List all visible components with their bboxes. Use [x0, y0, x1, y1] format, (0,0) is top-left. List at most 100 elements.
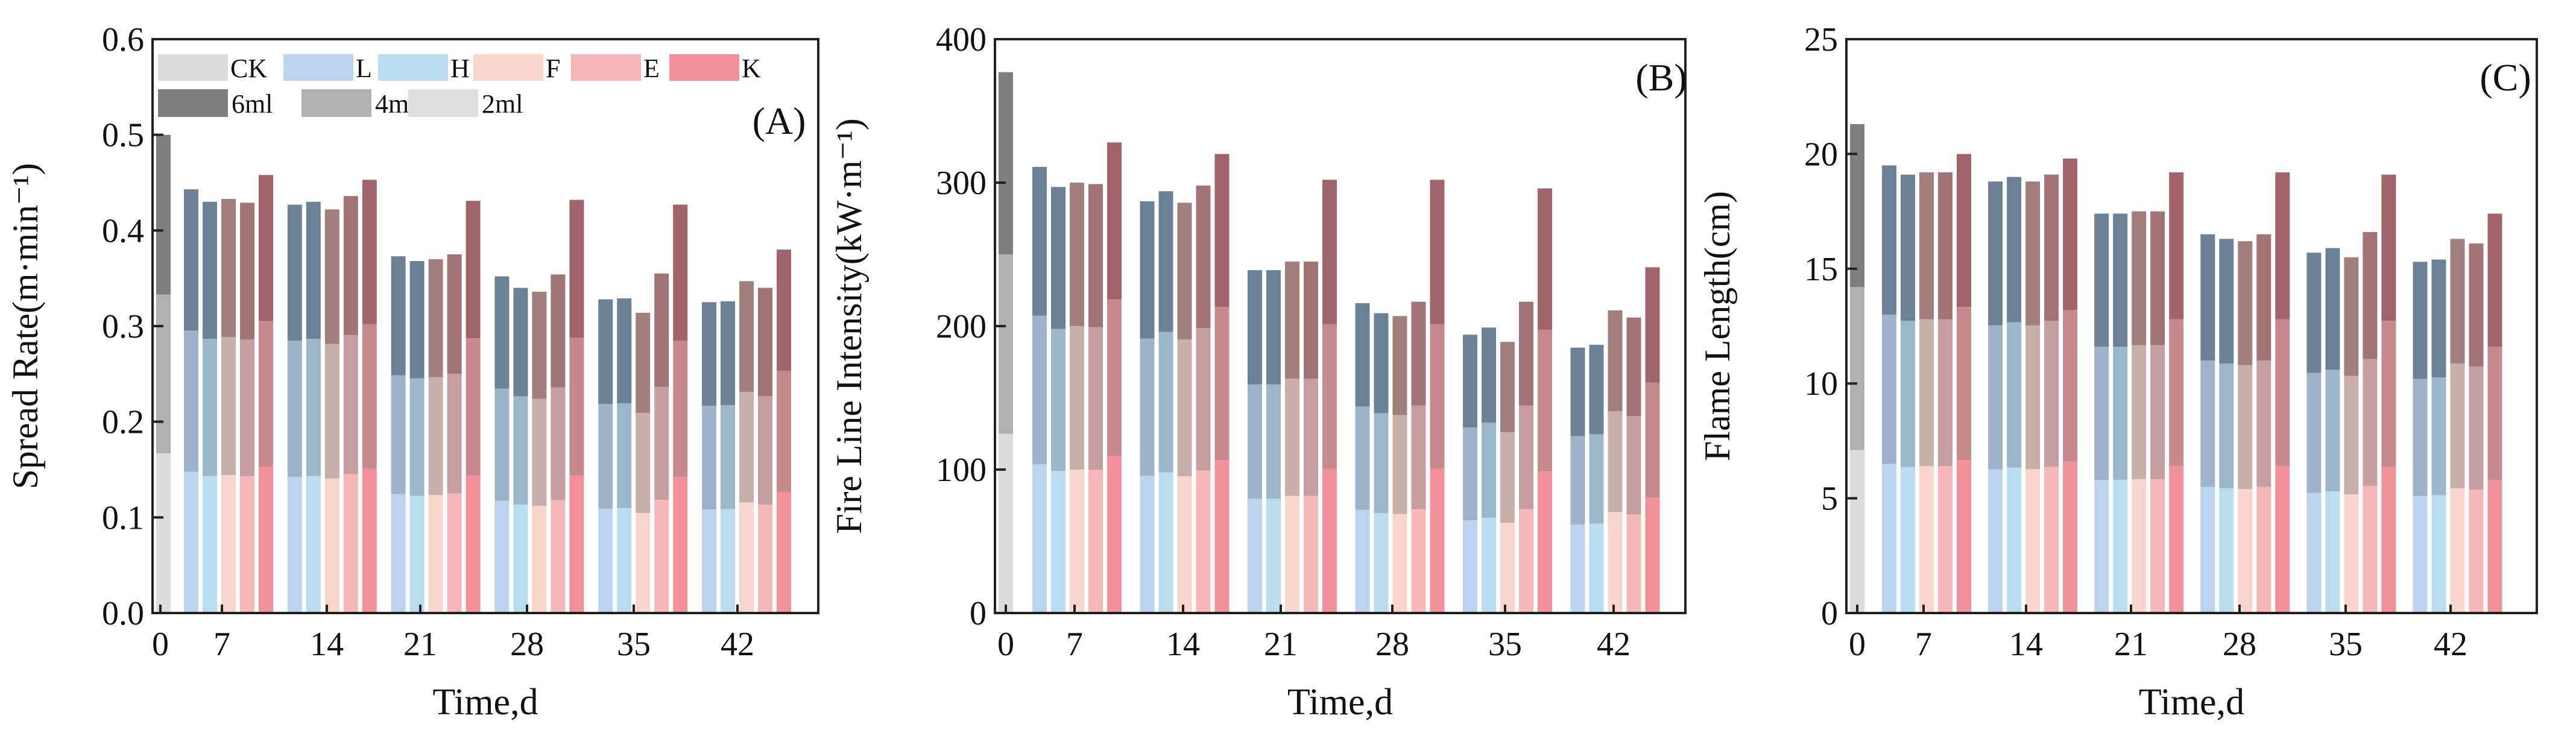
- bar-h-segment: [2007, 467, 2022, 613]
- bar-f-segment: [1500, 342, 1515, 433]
- bar-f-segment: [739, 281, 754, 392]
- y-tick-label: 25: [1804, 21, 1838, 58]
- legend-swatch-e: [571, 54, 641, 81]
- x-tick-label: 21: [2114, 626, 2148, 663]
- bar-l-segment: [2306, 373, 2322, 493]
- bar-f-segment: [428, 259, 443, 377]
- legend-swatch-k: [669, 54, 739, 81]
- bar-f-segment: [1919, 466, 1934, 613]
- bar-l-segment: [1882, 464, 1896, 613]
- bar-f-segment: [1392, 514, 1407, 613]
- bar-l-segment: [1140, 476, 1155, 613]
- bar-l-segment: [184, 471, 198, 613]
- panel-label: (B): [1635, 56, 1687, 99]
- y-tick-label: 0.6: [102, 21, 144, 58]
- bar-k-segment: [1957, 307, 1971, 461]
- bar-h-segment: [409, 261, 425, 379]
- x-tick-label: 0: [152, 626, 169, 663]
- bar-h-segment: [306, 201, 321, 339]
- bar-e-segment: [1411, 405, 1426, 509]
- bar-k-segment: [569, 338, 584, 476]
- bar-l-segment: [494, 388, 510, 501]
- bar-k-segment: [466, 201, 481, 339]
- legend-swatch-4ml: [301, 89, 371, 117]
- bar-h-segment: [2325, 491, 2340, 613]
- bar-k-segment: [777, 371, 791, 492]
- y-axis-label: Spread Rate(m·min⁻¹): [5, 163, 45, 489]
- bar-k-segment: [362, 180, 377, 324]
- bar-k-segment: [2063, 310, 2078, 462]
- y-tick-label: 400: [936, 21, 987, 58]
- bar-f-segment: [1919, 172, 1934, 319]
- bar-f-segment: [532, 506, 547, 613]
- bar-f-segment: [1392, 316, 1407, 415]
- bar-h-segment: [2007, 177, 2022, 322]
- bar-e-segment: [654, 386, 669, 500]
- bar-e-segment: [1938, 466, 1953, 613]
- bar-h-segment: [1051, 471, 1065, 613]
- y-tick-label: 100: [936, 451, 987, 489]
- legend-swatch-h: [378, 54, 448, 81]
- x-tick-label: 42: [721, 626, 754, 663]
- bar-f-segment: [1608, 512, 1623, 613]
- bar-k-segment: [362, 468, 377, 613]
- bar-ck-segment: [156, 294, 171, 454]
- bar-l-segment: [287, 341, 302, 477]
- bar-f-segment: [324, 344, 339, 479]
- bar-f-segment: [221, 336, 236, 475]
- panel-label: (C): [2480, 56, 2531, 99]
- y-tick-label: 0: [970, 595, 987, 632]
- bar-f-segment: [532, 398, 547, 506]
- bar-k-segment: [1957, 154, 1971, 307]
- bar-f-segment: [636, 312, 651, 413]
- x-tick-label: 7: [1915, 626, 1932, 663]
- bar-k-segment: [673, 341, 688, 477]
- bar-e-segment: [2256, 234, 2271, 361]
- bar-h-segment: [1482, 423, 1496, 518]
- bar-f-segment: [324, 478, 339, 613]
- bar-k-segment: [2381, 467, 2396, 613]
- bar-l-segment: [1032, 166, 1047, 316]
- bar-h-segment: [513, 396, 528, 505]
- bar-e-segment: [2044, 321, 2059, 467]
- bar-e-segment: [1196, 328, 1211, 471]
- bar-h-segment: [1158, 332, 1173, 473]
- bar-e-segment: [1304, 495, 1318, 613]
- bar-f-segment: [1177, 476, 1192, 613]
- bar-k-segment: [2275, 172, 2290, 319]
- x-tick-label: 21: [1264, 626, 1298, 663]
- bar-h-segment: [1589, 344, 1604, 435]
- bar-f-segment: [1285, 495, 1299, 613]
- bar-h-segment: [721, 509, 735, 613]
- bar-h-segment: [2431, 377, 2446, 495]
- legend-label-h: H: [450, 54, 470, 83]
- bar-e-segment: [1938, 172, 1953, 319]
- bar-f-segment: [1070, 470, 1084, 613]
- bar-h-segment: [1266, 270, 1281, 385]
- legend-label-f: F: [546, 54, 560, 83]
- legend-label-e: E: [643, 54, 660, 83]
- chart-panel-3: 0 5 10 15 20 25 0 7 14 21 28 35 42 Time,d Flame Length…: [1697, 21, 2538, 723]
- legend-label-k: K: [742, 54, 761, 83]
- bar-k-segment: [1645, 497, 1660, 613]
- bar-h-segment: [617, 508, 632, 613]
- bar-h-segment: [1901, 174, 1915, 321]
- bar-l-segment: [1988, 181, 2003, 326]
- bar-e-segment: [2363, 231, 2378, 359]
- bar-k-segment: [1957, 460, 1971, 613]
- bar-l-segment: [391, 494, 406, 613]
- bar-l-segment: [2306, 253, 2322, 373]
- bar-e-segment: [343, 474, 358, 613]
- y-tick-label: 0: [1821, 595, 1838, 632]
- bar-l-segment: [702, 509, 716, 613]
- bar-e-segment: [2044, 174, 2059, 321]
- bar-e-segment: [1088, 327, 1103, 470]
- bar-l-segment: [287, 204, 302, 341]
- bar-e-segment: [551, 387, 566, 500]
- panel-label: (A): [753, 99, 806, 142]
- bar-k-segment: [1322, 324, 1337, 469]
- bar-k-segment: [1430, 468, 1445, 613]
- bar-k-segment: [362, 324, 377, 469]
- bar-f-segment: [2238, 241, 2253, 365]
